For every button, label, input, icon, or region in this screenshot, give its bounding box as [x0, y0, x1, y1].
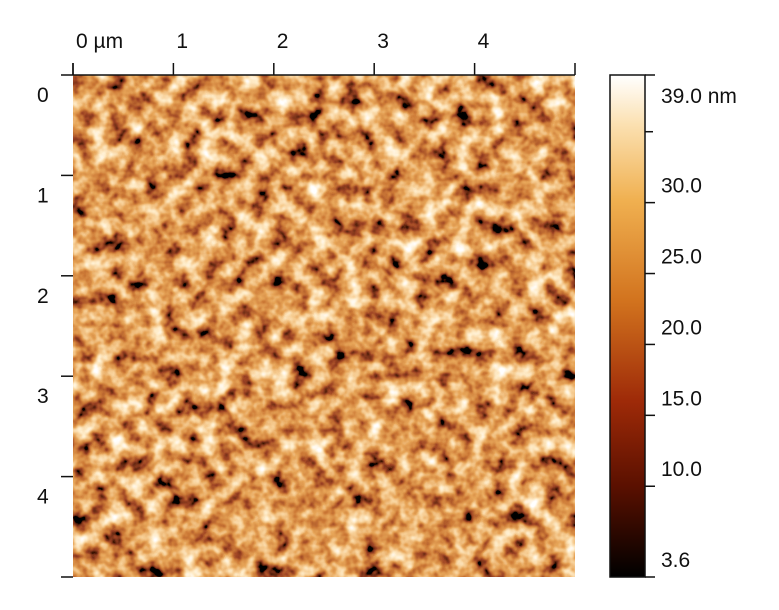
x-tick-label: 3 — [377, 30, 389, 53]
colorbar-tick-label: 15.0 — [661, 387, 702, 410]
x-tick-label: 0 µm — [76, 30, 123, 53]
afm-image — [73, 75, 575, 577]
colorbar-tick-label: 25.0 — [661, 246, 702, 269]
y-tick-label: 3 — [37, 385, 49, 408]
colorbar-tick-label: 30.0 — [661, 175, 702, 198]
x-tick-label: 1 — [176, 30, 188, 53]
colorbar-tick-label: 20.0 — [661, 316, 702, 339]
colorbar — [609, 74, 646, 578]
y-tick-label: 1 — [37, 184, 49, 207]
x-tick-label: 4 — [478, 30, 490, 53]
colorbar-tick-label: 3.6 — [661, 549, 690, 572]
colorbar-tick-label: 39.0 nm — [661, 85, 737, 108]
y-tick-label: 4 — [37, 486, 49, 509]
y-tick-label: 2 — [37, 285, 49, 308]
colorbar-tick-label: 10.0 — [661, 458, 702, 481]
x-tick-label: 2 — [277, 30, 289, 53]
y-tick-label: 0 — [37, 84, 49, 107]
